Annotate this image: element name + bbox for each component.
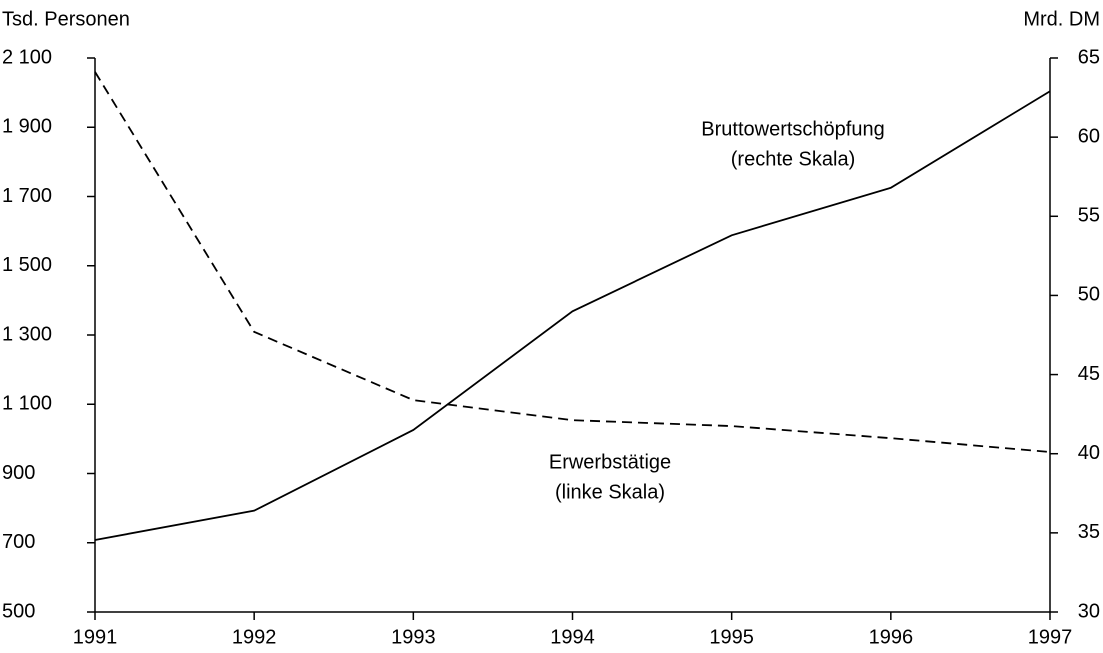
y2-tick-label: 55 <box>1078 205 1100 227</box>
y2-tick-label: 50 <box>1078 284 1100 306</box>
y-tick-label: 2 100 <box>2 46 52 68</box>
y-tick-label: 700 <box>2 531 35 553</box>
x-tick-label: 1992 <box>232 626 277 648</box>
annotation: Erwerbstätige <box>549 451 671 473</box>
y2-tick-label: 65 <box>1078 46 1100 68</box>
x-tick-label: 1993 <box>391 626 436 648</box>
series-line <box>94 71 1051 453</box>
y2-tick-label: 30 <box>1078 600 1100 622</box>
y2-tick-label: 60 <box>1078 125 1100 147</box>
x-tick-label: 1997 <box>1028 626 1073 648</box>
y2-tick-label: 40 <box>1078 442 1100 464</box>
annotation: (rechte Skala) <box>731 148 856 170</box>
y2-tick-label: 45 <box>1078 363 1100 385</box>
annotation: (linke Skala) <box>555 481 665 503</box>
y-tick-label: 1 300 <box>2 323 52 345</box>
y-tick-label: 1 500 <box>2 254 52 276</box>
y-tick-label: 1 100 <box>2 393 52 415</box>
annotation: Bruttowertschöpfung <box>701 118 884 140</box>
y2-axis-label: Mrd. DM <box>1023 8 1100 30</box>
y-axis-label: Tsd. Personen <box>2 8 130 30</box>
x-tick-label: 1996 <box>869 626 914 648</box>
series-line <box>94 90 1051 541</box>
y2-tick-label: 35 <box>1078 521 1100 543</box>
x-tick-label: 1994 <box>550 626 595 648</box>
y-tick-label: 500 <box>2 600 35 622</box>
x-tick-label: 1995 <box>709 626 754 648</box>
y-tick-label: 900 <box>2 462 35 484</box>
y-tick-label: 1 700 <box>2 185 52 207</box>
x-tick-label: 1991 <box>73 626 118 648</box>
y-tick-label: 1 900 <box>2 116 52 138</box>
